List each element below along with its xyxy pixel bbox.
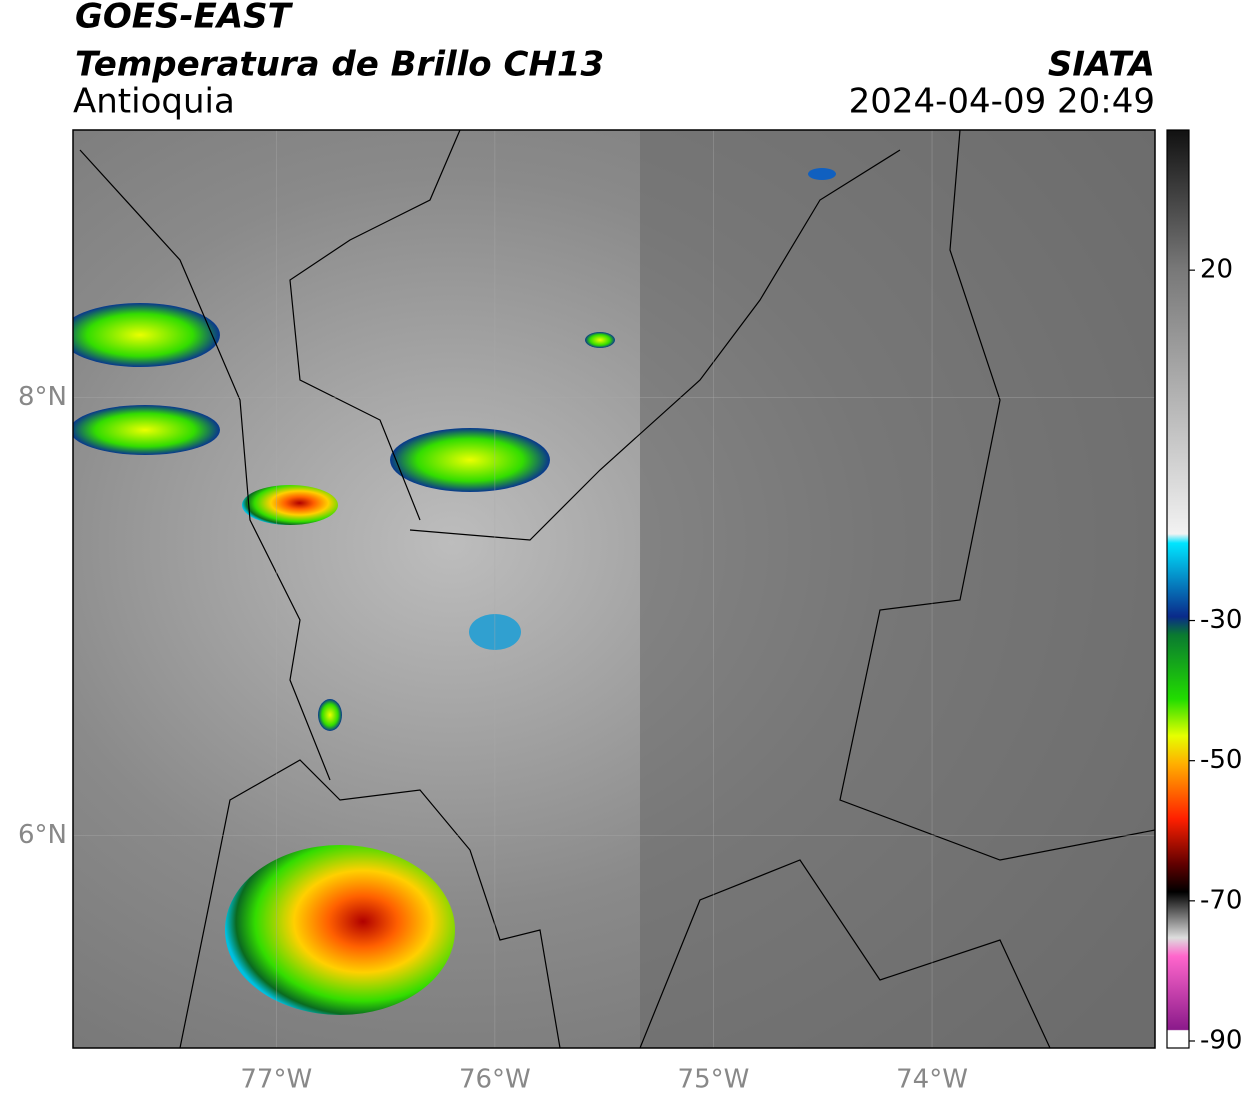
source: SIATA <box>1048 45 1155 85</box>
colorbar-tick-label: 20 <box>1200 255 1233 285</box>
x-tick-label: 77°W <box>240 1065 312 1095</box>
storm-cell <box>73 405 220 455</box>
coastline <box>289 130 461 521</box>
region: Antioquia <box>73 82 235 122</box>
storm-cell <box>73 303 220 367</box>
storm-cell <box>225 845 455 1015</box>
satellite: GOES-EAST <box>75 0 294 37</box>
coastline <box>79 149 331 781</box>
map-image <box>73 130 1155 1048</box>
map-frame <box>72 129 1156 1049</box>
storm-cell <box>390 428 550 492</box>
colorbar <box>1166 129 1190 1049</box>
y-tick-label: 6°N <box>18 820 67 850</box>
border <box>179 759 561 1048</box>
colorbar-tick-label: -90 <box>1200 1025 1242 1055</box>
border <box>839 130 1155 861</box>
storm-cell <box>585 332 615 348</box>
colorbar-tick-label: -70 <box>1200 885 1242 915</box>
colorbar-tick-label: -50 <box>1200 745 1242 775</box>
border <box>639 859 1051 1048</box>
cold-cloud <box>808 168 836 180</box>
datetime: 2024-04-09 20:49 <box>849 82 1155 122</box>
border <box>409 149 901 541</box>
x-tick-label: 75°W <box>678 1065 750 1095</box>
storm-cell <box>242 485 338 525</box>
x-tick-label: 76°W <box>459 1065 531 1095</box>
colorbar-tick-label: -30 <box>1200 605 1242 635</box>
y-tick-label: 8°N <box>18 382 67 412</box>
storm-cell <box>318 699 342 731</box>
product: Temperatura de Brillo CH13 <box>75 45 604 85</box>
eastern-region <box>640 130 1155 1048</box>
x-tick-label: 74°W <box>896 1065 968 1095</box>
